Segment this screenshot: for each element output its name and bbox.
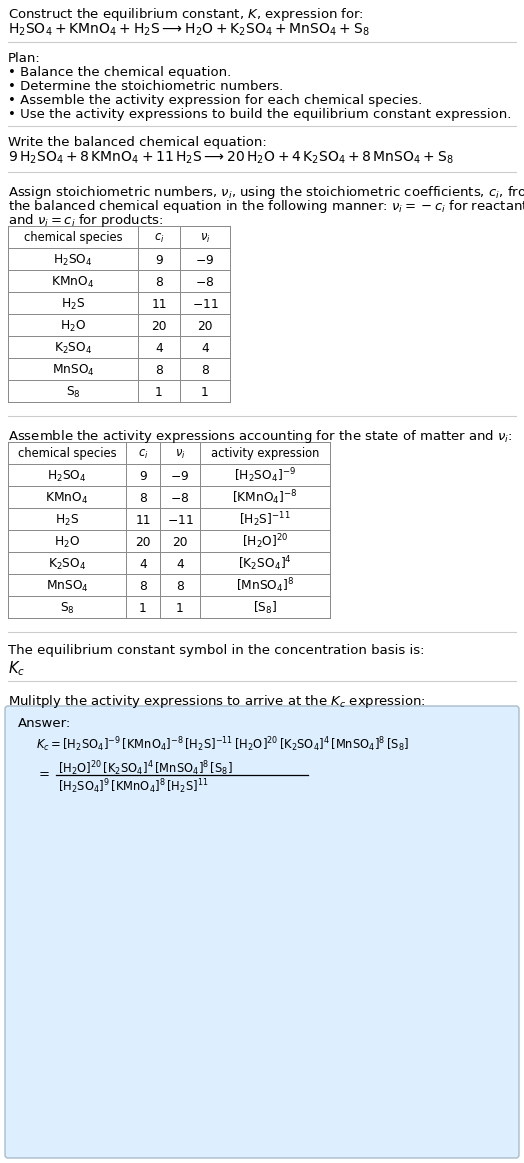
Text: $[\mathrm{KMnO_4}]^{-8}$: $[\mathrm{KMnO_4}]^{-8}$ (232, 488, 298, 507)
Text: Mulitply the activity expressions to arrive at the $K_c$ expression:: Mulitply the activity expressions to arr… (8, 693, 426, 709)
Text: $c_i$: $c_i$ (138, 448, 148, 461)
Text: $K_c$: $K_c$ (8, 659, 25, 678)
Text: $\mathrm{H_2O}$: $\mathrm{H_2O}$ (60, 319, 86, 334)
Text: $\mathrm{H_2S}$: $\mathrm{H_2S}$ (55, 513, 79, 528)
Text: $[\mathrm{H_2O}]^{20}$: $[\mathrm{H_2O}]^{20}$ (242, 533, 288, 551)
Text: 20: 20 (135, 535, 151, 549)
Text: • Determine the stoichiometric numbers.: • Determine the stoichiometric numbers. (8, 80, 283, 93)
Text: $c_i$: $c_i$ (154, 231, 164, 244)
Text: $\mathrm{H_2SO_4}$: $\mathrm{H_2SO_4}$ (47, 469, 87, 484)
Text: Plan:: Plan: (8, 52, 41, 65)
Text: $[\mathrm{K_2SO_4}]^4$: $[\mathrm{K_2SO_4}]^4$ (238, 555, 292, 573)
Text: activity expression: activity expression (211, 448, 319, 461)
Text: $\mathrm{S_8}$: $\mathrm{S_8}$ (66, 385, 80, 400)
Text: 4: 4 (155, 342, 163, 355)
Text: 1: 1 (155, 385, 163, 399)
Text: $\mathrm{H_2O}$: $\mathrm{H_2O}$ (54, 535, 80, 550)
Text: $-11$: $-11$ (192, 298, 219, 311)
Text: • Assemble the activity expression for each chemical species.: • Assemble the activity expression for e… (8, 94, 422, 107)
Text: 4: 4 (139, 557, 147, 571)
Text: 20: 20 (172, 535, 188, 549)
Text: Answer:: Answer: (18, 718, 71, 730)
Text: 4: 4 (201, 342, 209, 355)
Text: $=$: $=$ (36, 766, 50, 779)
Text: 8: 8 (139, 492, 147, 505)
Text: 8: 8 (155, 364, 163, 377)
Text: $\mathrm{K_2SO_4}$: $\mathrm{K_2SO_4}$ (54, 341, 92, 356)
Text: $[\mathrm{H_2O}]^{20}\,[\mathrm{K_2SO_4}]^4\,[\mathrm{MnSO_4}]^8\,[\mathrm{S_8}]: $[\mathrm{H_2O}]^{20}\,[\mathrm{K_2SO_4}… (58, 759, 233, 778)
Text: $-8$: $-8$ (170, 492, 190, 505)
Text: Assemble the activity expressions accounting for the state of matter and $\nu_i$: Assemble the activity expressions accoun… (8, 428, 512, 445)
Text: $\mathrm{KMnO_4}$: $\mathrm{KMnO_4}$ (46, 491, 89, 506)
Text: 9: 9 (155, 254, 163, 266)
Text: $\mathrm{H_2SO_4 + KMnO_4 + H_2S \longrightarrow H_2O + K_2SO_4 + MnSO_4 + S_8}$: $\mathrm{H_2SO_4 + KMnO_4 + H_2S \longri… (8, 22, 369, 38)
Text: $\mathrm{H_2SO_4}$: $\mathrm{H_2SO_4}$ (53, 252, 93, 267)
Text: $\mathrm{MnSO_4}$: $\mathrm{MnSO_4}$ (51, 363, 94, 378)
Text: 1: 1 (201, 385, 209, 399)
Text: and $\nu_i = c_i$ for products:: and $\nu_i = c_i$ for products: (8, 212, 163, 229)
Text: $\mathrm{MnSO_4}$: $\mathrm{MnSO_4}$ (46, 578, 89, 593)
Text: chemical species: chemical species (18, 448, 116, 461)
Text: $[\mathrm{S_8}]$: $[\mathrm{S_8}]$ (253, 600, 277, 616)
Text: 4: 4 (176, 557, 184, 571)
Text: chemical species: chemical species (24, 231, 122, 244)
Text: $-11$: $-11$ (167, 514, 193, 527)
Text: $[\mathrm{H_2SO_4}]^9\,[\mathrm{KMnO_4}]^8\,[\mathrm{H_2S}]^{11}$: $[\mathrm{H_2SO_4}]^9\,[\mathrm{KMnO_4}]… (58, 777, 209, 795)
Text: $\mathrm{S_8}$: $\mathrm{S_8}$ (60, 600, 74, 615)
Text: $\mathrm{H_2S}$: $\mathrm{H_2S}$ (61, 297, 85, 312)
Text: $-9$: $-9$ (195, 254, 214, 266)
Text: $-9$: $-9$ (170, 470, 190, 483)
Text: 8: 8 (201, 364, 209, 377)
Text: 8: 8 (139, 579, 147, 592)
Text: 11: 11 (135, 514, 151, 527)
Text: 8: 8 (176, 579, 184, 592)
Text: $K_c = [\mathrm{H_2SO_4}]^{-9}\,[\mathrm{KMnO_4}]^{-8}\,[\mathrm{H_2S}]^{-11}\,[: $K_c = [\mathrm{H_2SO_4}]^{-9}\,[\mathrm… (36, 735, 409, 754)
Text: the balanced chemical equation in the following manner: $\nu_i = -c_i$ for react: the balanced chemical equation in the fo… (8, 198, 524, 215)
Text: $\nu_i$: $\nu_i$ (200, 231, 210, 244)
Text: $[\mathrm{H_2S}]^{-11}$: $[\mathrm{H_2S}]^{-11}$ (239, 511, 291, 529)
FancyBboxPatch shape (5, 706, 519, 1158)
Text: 20: 20 (151, 320, 167, 333)
Text: Write the balanced chemical equation:: Write the balanced chemical equation: (8, 136, 267, 149)
Text: 8: 8 (155, 276, 163, 288)
Text: $[\mathrm{H_2SO_4}]^{-9}$: $[\mathrm{H_2SO_4}]^{-9}$ (234, 466, 296, 485)
Text: $\mathrm{KMnO_4}$: $\mathrm{KMnO_4}$ (51, 274, 94, 290)
Text: 11: 11 (151, 298, 167, 311)
Text: • Balance the chemical equation.: • Balance the chemical equation. (8, 66, 231, 79)
Text: The equilibrium constant symbol in the concentration basis is:: The equilibrium constant symbol in the c… (8, 644, 424, 657)
Text: Construct the equilibrium constant, $K$, expression for:: Construct the equilibrium constant, $K$,… (8, 6, 364, 23)
Text: 1: 1 (139, 601, 147, 614)
Text: 1: 1 (176, 601, 184, 614)
Text: 9: 9 (139, 470, 147, 483)
Text: 20: 20 (197, 320, 213, 333)
Text: $\nu_i$: $\nu_i$ (174, 448, 185, 461)
Text: $-8$: $-8$ (195, 276, 215, 288)
Text: $9\,\mathrm{H_2SO_4} + 8\,\mathrm{KMnO_4} + 11\,\mathrm{H_2S} \longrightarrow 20: $9\,\mathrm{H_2SO_4} + 8\,\mathrm{KMnO_4… (8, 150, 454, 166)
Text: Assign stoichiometric numbers, $\nu_i$, using the stoichiometric coefficients, $: Assign stoichiometric numbers, $\nu_i$, … (8, 184, 524, 201)
Text: $\mathrm{K_2SO_4}$: $\mathrm{K_2SO_4}$ (48, 556, 86, 571)
Text: $[\mathrm{MnSO_4}]^8$: $[\mathrm{MnSO_4}]^8$ (236, 577, 294, 595)
Text: • Use the activity expressions to build the equilibrium constant expression.: • Use the activity expressions to build … (8, 108, 511, 121)
